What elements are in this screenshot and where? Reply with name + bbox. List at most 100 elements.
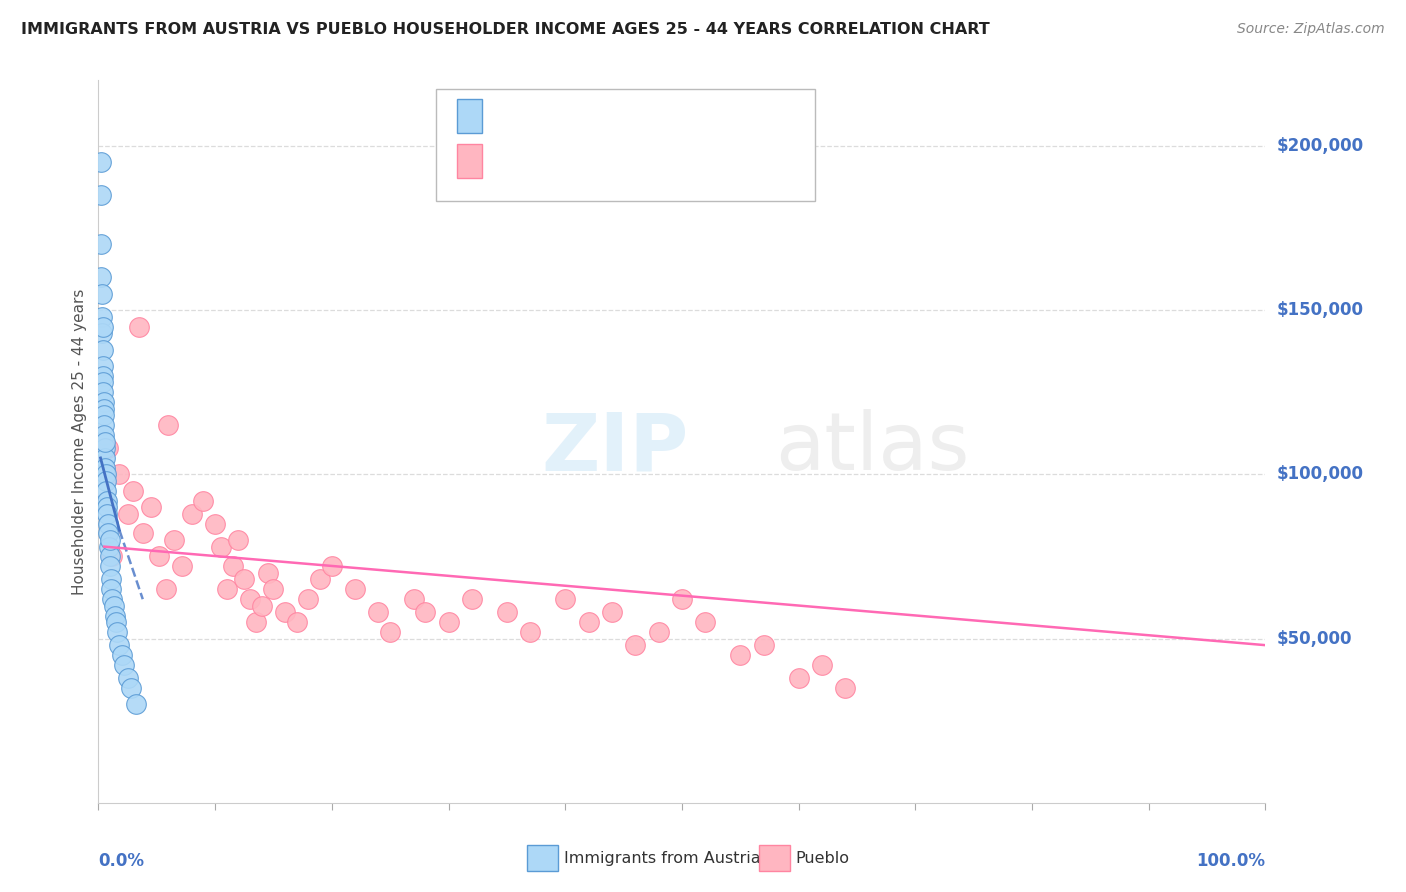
Point [155, 582, 177, 597]
Point [96, 500, 118, 515]
Point [120, 681, 142, 695]
Point [94, 467, 117, 482]
Point [91, 343, 114, 357]
Text: ZIP: ZIP [541, 409, 689, 487]
Point [647, 625, 669, 640]
Point [157, 418, 180, 433]
Point [91, 319, 114, 334]
Point [93, 428, 115, 442]
Point [209, 540, 232, 554]
Point [367, 605, 389, 619]
Point [111, 648, 134, 662]
Point [93, 409, 115, 423]
Point [262, 582, 284, 597]
Y-axis label: Householder Income Ages 25 - 44 years: Householder Income Ages 25 - 44 years [72, 288, 87, 595]
Point [496, 605, 519, 619]
Point [321, 559, 343, 574]
Text: Pueblo: Pueblo [796, 851, 849, 865]
Point [91, 326, 114, 341]
Point [122, 483, 145, 498]
Point [98, 533, 121, 547]
Point [245, 615, 267, 630]
Text: R = -0.405: R = -0.405 [492, 107, 607, 125]
Point [221, 559, 243, 574]
Text: $200,000: $200,000 [1277, 137, 1364, 155]
Point [94, 460, 117, 475]
Point [125, 698, 148, 712]
Text: Source: ZipAtlas.com: Source: ZipAtlas.com [1237, 22, 1385, 37]
Point [274, 605, 297, 619]
Point [98, 549, 121, 564]
Point [128, 319, 150, 334]
Point [228, 533, 250, 547]
Point [94, 434, 117, 449]
Text: $150,000: $150,000 [1277, 301, 1364, 319]
Point [98, 559, 121, 574]
Point [97, 441, 120, 455]
Point [112, 657, 135, 672]
Point [90, 237, 112, 252]
Point [94, 441, 117, 455]
Point [104, 615, 127, 630]
Point [108, 638, 131, 652]
Point [94, 474, 117, 488]
Point [811, 657, 834, 672]
Point [413, 605, 436, 619]
Point [578, 615, 600, 630]
Point [96, 493, 118, 508]
Point [97, 526, 120, 541]
Point [91, 359, 114, 373]
Point [139, 500, 162, 515]
Point [461, 592, 484, 607]
Point [101, 549, 124, 564]
Point [148, 549, 170, 564]
Point [90, 270, 112, 285]
Point [730, 648, 752, 662]
Text: N = 47: N = 47 [661, 107, 723, 125]
Point [90, 188, 112, 202]
Point [215, 582, 238, 597]
Point [344, 582, 367, 597]
Point [91, 368, 114, 383]
Point [91, 385, 114, 400]
Point [93, 418, 115, 433]
Point [250, 599, 273, 613]
Point [100, 573, 122, 587]
Point [108, 467, 131, 482]
Text: Immigrants from Austria: Immigrants from Austria [564, 851, 761, 865]
Point [297, 592, 319, 607]
Text: IMMIGRANTS FROM AUSTRIA VS PUEBLO HOUSEHOLDER INCOME AGES 25 - 44 YEARS CORRELAT: IMMIGRANTS FROM AUSTRIA VS PUEBLO HOUSEH… [21, 22, 990, 37]
Point [554, 592, 576, 607]
Point [97, 516, 120, 531]
Point [97, 540, 120, 554]
Point [519, 625, 541, 640]
Point [624, 638, 647, 652]
Text: $100,000: $100,000 [1277, 466, 1364, 483]
Point [752, 638, 775, 652]
Point [90, 286, 112, 301]
Point [94, 450, 117, 465]
Point [239, 592, 262, 607]
Point [309, 573, 332, 587]
Point [437, 615, 460, 630]
Point [787, 671, 810, 685]
Point [671, 592, 693, 607]
Text: R = -0.372: R = -0.372 [492, 152, 607, 169]
Point [93, 401, 115, 416]
Point [91, 376, 114, 390]
Point [233, 573, 256, 587]
Point [380, 625, 402, 640]
Point [101, 592, 124, 607]
Text: atlas: atlas [775, 409, 970, 487]
Point [600, 605, 623, 619]
Point [285, 615, 308, 630]
Point [193, 493, 215, 508]
Text: 0.0%: 0.0% [98, 852, 145, 870]
Point [163, 533, 186, 547]
Point [117, 671, 139, 685]
Point [117, 507, 139, 521]
Text: $50,000: $50,000 [1277, 630, 1353, 648]
Point [172, 559, 194, 574]
Point [256, 566, 278, 580]
Point [180, 507, 202, 521]
